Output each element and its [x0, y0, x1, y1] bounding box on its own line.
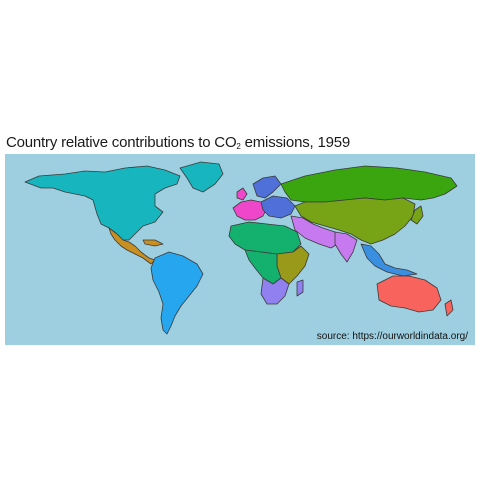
region-north-america	[24, 165, 181, 241]
world-map: source: https://ourworldindata.org/	[5, 154, 475, 345]
region-australia	[376, 275, 442, 313]
region-eastern-europe	[260, 195, 296, 219]
region-british-isles	[236, 187, 248, 201]
region-india	[334, 231, 358, 263]
region-scandinavia	[252, 175, 282, 199]
source-caption: source: https://ourworldindata.org/	[316, 331, 468, 342]
map-title: Country relative contributions to CO2 em…	[6, 134, 351, 151]
region-madagascar	[296, 279, 304, 297]
region-southern-africa	[260, 277, 290, 305]
region-japan	[410, 205, 424, 225]
region-south-america	[150, 251, 204, 335]
region-greenland	[179, 161, 224, 193]
world-map-svg	[5, 154, 475, 345]
region-asia	[294, 197, 416, 245]
region-southeast-asia	[360, 243, 418, 277]
region-caribbean	[142, 239, 164, 247]
region-new-zealand	[444, 299, 454, 317]
